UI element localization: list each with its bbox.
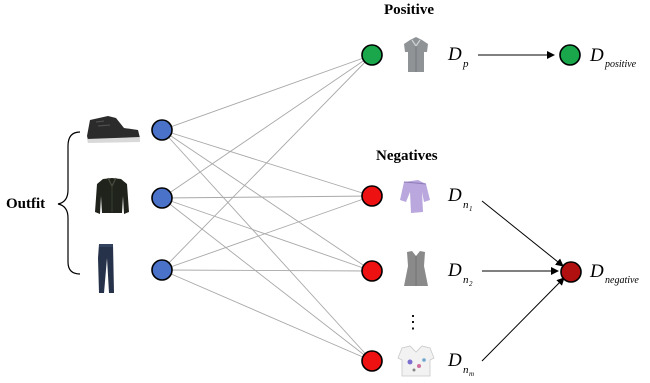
svg-text:n: n [463, 199, 469, 211]
gray-shirt-image [404, 37, 428, 72]
white-print-top-image [397, 345, 435, 377]
distance-label-negative-1: D n 1 [447, 185, 473, 213]
lavender-top-image [400, 180, 430, 213]
outfit-node-sneaker [151, 119, 173, 141]
jacket-image [95, 177, 129, 214]
outfit-node-jeans [151, 259, 173, 281]
sneaker-image [87, 116, 140, 143]
edge-sneaker-to-gray-shirt [161, 54, 373, 131]
edge-sneaker-to-white-print-top [161, 129, 373, 362]
candidate-node-gray-top [361, 260, 383, 282]
edge-jacket-to-gray-top [161, 197, 373, 272]
ellipsis: ⋮ [404, 312, 422, 332]
positive-aggregate-node [559, 44, 581, 66]
distance-label-positive: D p [447, 44, 469, 70]
svg-text:D: D [447, 44, 462, 65]
edge-jacket-to-white-print-top [161, 197, 373, 362]
svg-text:D: D [589, 261, 604, 282]
svg-text:D: D [447, 185, 462, 206]
svg-text:D: D [447, 350, 462, 371]
connection-edges [161, 54, 373, 362]
distance-label-negative-2: D n 2 [447, 260, 473, 288]
arrow-negative-1 [481, 200, 564, 267]
svg-text:positive: positive [604, 59, 637, 70]
svg-text:2: 2 [469, 280, 473, 288]
svg-text:n: n [463, 364, 469, 376]
outfit-nodes [151, 119, 173, 281]
svg-text:negative: negative [605, 275, 639, 286]
edge-jeans-to-lavender-top [161, 195, 373, 271]
outfit-brace [57, 131, 81, 275]
svg-text:D: D [589, 45, 604, 66]
edge-jeans-to-gray-shirt [161, 54, 373, 271]
edge-jeans-to-gray-top [161, 269, 373, 272]
aggregate-label-positive: D positive [589, 45, 637, 70]
edge-jeans-to-white-print-top [161, 269, 373, 362]
distance-label-negative-m: D n m [447, 350, 474, 378]
candidate-nodes [361, 44, 383, 372]
edge-sneaker-to-gray-top [161, 129, 373, 272]
gray-top-image [404, 251, 428, 286]
negative-aggregate-node [560, 261, 582, 283]
svg-text:p: p [462, 58, 469, 70]
aggregate-label-negative: D negative [589, 261, 639, 286]
candidate-node-lavender-top [361, 185, 383, 207]
positive-title: Positive [384, 2, 434, 18]
edge-jacket-to-gray-shirt [161, 54, 373, 199]
candidate-node-gray-shirt [361, 44, 383, 66]
arrow-negative-m [481, 277, 565, 362]
svg-text:1: 1 [469, 205, 473, 213]
edge-jacket-to-lavender-top [161, 195, 373, 199]
outfit-node-jacket [151, 187, 173, 209]
svg-text:D: D [447, 260, 462, 281]
candidate-node-white-print-top [361, 350, 383, 372]
svg-text:m: m [469, 370, 474, 378]
jeans-image [98, 244, 114, 293]
outfit-label: Outfit [6, 196, 45, 212]
negatives-title: Negatives [376, 148, 438, 164]
svg-text:n: n [463, 274, 469, 286]
